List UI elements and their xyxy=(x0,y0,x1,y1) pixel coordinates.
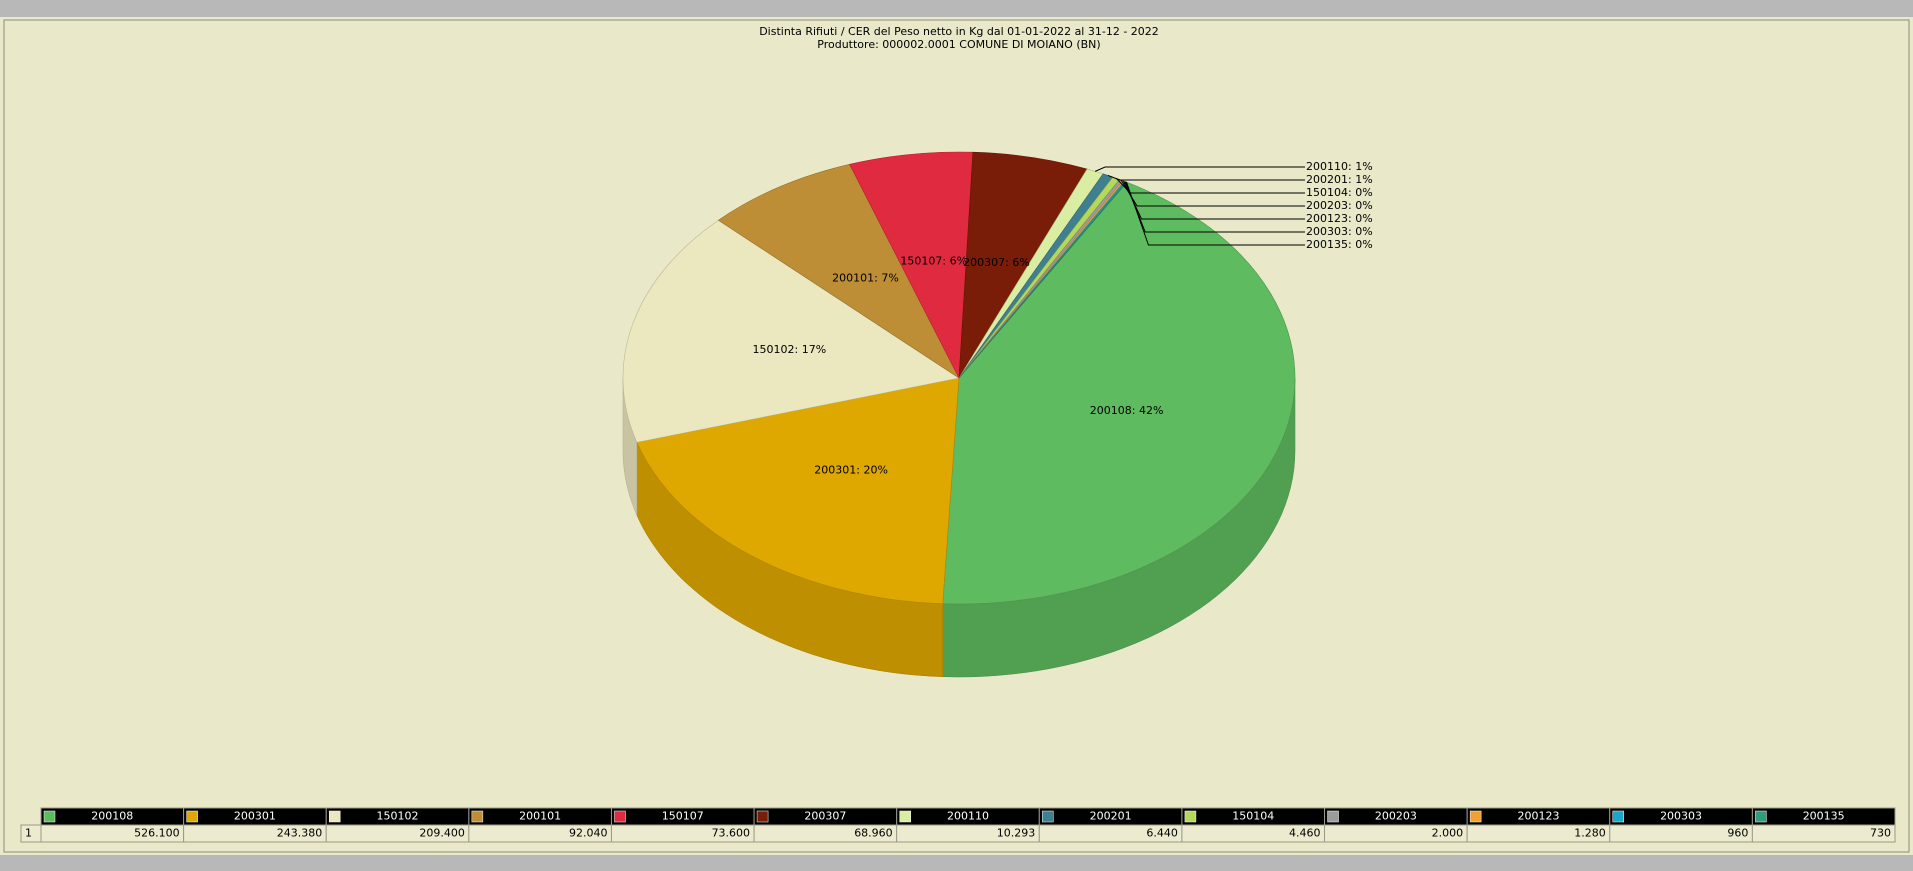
legend-label: 200303 xyxy=(1660,810,1702,823)
legend-swatch xyxy=(899,810,911,823)
leader-line xyxy=(1107,174,1305,181)
slice-label: 200108: 42% xyxy=(1090,404,1164,417)
legend-swatch xyxy=(1469,810,1482,823)
leader-line xyxy=(1120,179,1305,207)
legend-label: 200135 xyxy=(1803,810,1845,823)
legend-label: 150102 xyxy=(377,810,419,823)
value-label: 209.400 xyxy=(419,827,465,840)
value-label: 243.380 xyxy=(277,827,323,840)
slice xyxy=(636,377,960,605)
window-top-bar xyxy=(0,0,1913,17)
value-label: 68.960 xyxy=(854,827,893,840)
frame xyxy=(3,19,1910,853)
value-label: 6.440 xyxy=(1146,827,1178,840)
legend-swatch xyxy=(756,810,769,823)
legend-swatch xyxy=(1755,810,1767,823)
legend-swatch xyxy=(1327,810,1339,823)
value-label: 73.600 xyxy=(712,827,751,840)
slice-label: 200201: 1% xyxy=(1306,173,1373,186)
legend-swatch xyxy=(186,810,198,823)
slice-label: 200303: 0% xyxy=(1306,225,1373,238)
legend-swatch xyxy=(1184,810,1197,823)
value-label: 2.000 xyxy=(1432,827,1464,840)
legend-label: 200307 xyxy=(804,810,846,823)
legend-swatch xyxy=(1612,810,1625,823)
slice xyxy=(849,151,974,380)
slice-label: 200203: 0% xyxy=(1306,199,1373,212)
legend-label: 200203 xyxy=(1375,810,1417,823)
slice-label: 150107: 6% xyxy=(900,255,967,268)
chart-subtitle: Produttore: 000002.0001 COMUNE DI MOIANO… xyxy=(817,38,1100,51)
legend-label: 200301 xyxy=(234,810,276,823)
slice-label: 150104: 0% xyxy=(1306,186,1373,199)
slice-label: 150102: 17% xyxy=(753,343,827,356)
slice-label: 200123: 0% xyxy=(1306,212,1373,225)
legend-swatch xyxy=(328,810,341,823)
leader-line xyxy=(1094,166,1305,172)
value-label: 4.460 xyxy=(1289,827,1321,840)
value-label: 10.293 xyxy=(997,827,1036,840)
legend-swatch xyxy=(1042,810,1054,823)
legend-swatch xyxy=(471,810,484,823)
slice-label: 200110: 1% xyxy=(1306,160,1373,173)
slice-label: 200101: 7% xyxy=(832,272,899,285)
slice xyxy=(622,219,960,443)
legend-label: 200101 xyxy=(519,810,561,823)
slice-label: 200301: 20% xyxy=(814,463,888,476)
chart-title: Distinta Rifiuti / CER del Peso netto in… xyxy=(759,25,1159,38)
value-label: 960 xyxy=(1727,827,1748,840)
value-label: 1.280 xyxy=(1574,827,1606,840)
value-label: 92.040 xyxy=(569,827,608,840)
slice xyxy=(942,181,1296,605)
legend-label: 150104 xyxy=(1232,810,1274,823)
row-label: 1 xyxy=(25,827,32,840)
legend-label: 200110 xyxy=(947,810,989,823)
leader-line xyxy=(1125,181,1305,246)
value-label: 730 xyxy=(1870,827,1891,840)
legend-label: 200108 xyxy=(91,810,133,823)
value-label: 526.100 xyxy=(134,827,180,840)
value-cell xyxy=(1751,824,1896,843)
slice-label: 200135: 0% xyxy=(1306,238,1373,251)
legend-swatch xyxy=(43,810,56,823)
slice xyxy=(717,163,960,379)
legend-label: 200123 xyxy=(1517,810,1559,823)
legend-label: 150107 xyxy=(662,810,704,823)
legend-swatch xyxy=(614,810,626,823)
window-bottom-bar xyxy=(0,855,1913,871)
slice-label: 200307: 6% xyxy=(963,256,1030,269)
legend-label: 200201 xyxy=(1090,810,1132,823)
